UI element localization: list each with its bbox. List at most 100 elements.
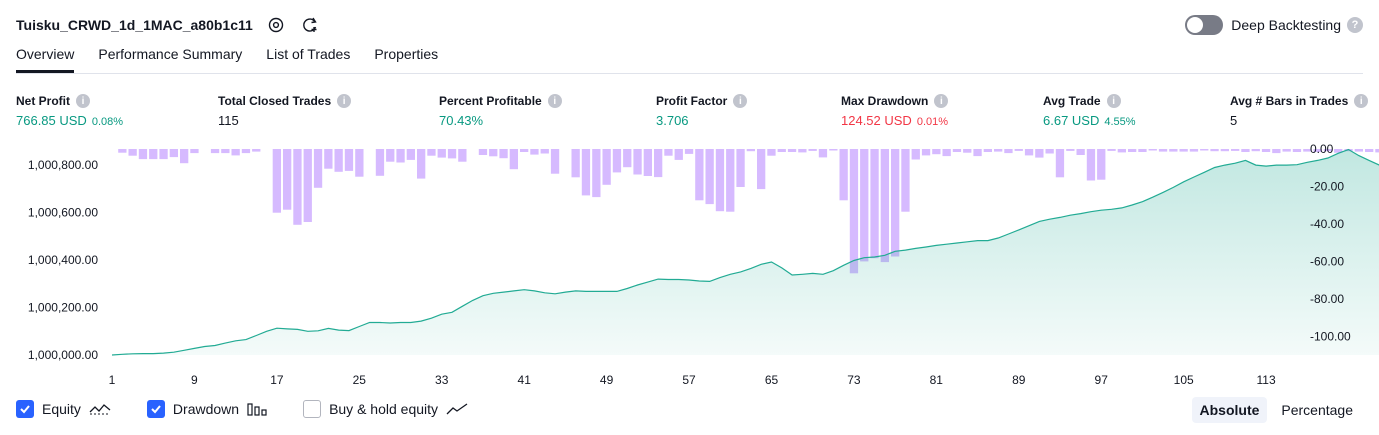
left-tick-label: 1,000,000.00 xyxy=(28,348,98,362)
drawdown-bar xyxy=(180,149,189,164)
drawdown-checkbox[interactable] xyxy=(146,400,165,418)
drawdown-bar xyxy=(994,149,1003,152)
mode-absolute[interactable]: Absolute xyxy=(1191,397,1268,423)
left-tick-label: 1,000,600.00 xyxy=(28,206,98,220)
drawdown-bar xyxy=(818,149,828,158)
drawdown-bar xyxy=(1004,149,1013,154)
x-tick-label: 65 xyxy=(765,373,779,387)
right-tick-label: 0.00 xyxy=(1310,142,1334,156)
drawdown-bar xyxy=(705,149,714,205)
drawdown-bar xyxy=(643,149,652,176)
right-tick-label: -80.00 xyxy=(1310,292,1344,306)
settings-icon[interactable] xyxy=(265,14,287,36)
drawdown-bar xyxy=(602,149,611,185)
drawdown-bar xyxy=(1303,149,1312,152)
drawdown-bar xyxy=(231,149,240,156)
drawdown-bar xyxy=(787,149,797,152)
metric-percent: 0.08% xyxy=(91,116,124,128)
x-tick-label: 1 xyxy=(109,373,116,387)
metric-max-drawdown: Max Drawdown i 124.52 USD 0.01% xyxy=(841,94,949,128)
drawdown-bar xyxy=(138,149,148,160)
drawdown-bar xyxy=(530,149,539,155)
drawdown-bar xyxy=(550,149,560,174)
drawdown-bar xyxy=(324,149,333,169)
drawdown-bar xyxy=(592,149,601,198)
right-tick-label: -40.00 xyxy=(1310,217,1344,231)
strategy-title: Tuisku_CRWD_1d_1MAC_a80b1c11 xyxy=(16,17,253,33)
info-icon[interactable]: i xyxy=(733,94,748,108)
legend-buy-hold[interactable]: Buy & hold equity xyxy=(303,400,468,418)
drawdown-bar xyxy=(272,149,281,213)
drawdown-bar xyxy=(1138,149,1147,152)
info-icon[interactable]: i xyxy=(1354,94,1369,108)
tab-properties[interactable]: Properties xyxy=(374,46,439,62)
drawdown-bar xyxy=(1189,149,1199,152)
drawdown-bar xyxy=(1024,149,1034,156)
left-tick-label: 1,000,400.00 xyxy=(28,253,98,267)
legend-drawdown[interactable]: Drawdown xyxy=(146,400,267,418)
legend-equity-label: Equity xyxy=(42,401,81,417)
x-tick-label: 57 xyxy=(682,373,696,387)
drawdown-bar xyxy=(334,149,343,172)
drawdown-bar xyxy=(808,149,817,151)
info-icon[interactable]: i xyxy=(76,94,90,108)
metric-label: Net Profit xyxy=(16,94,70,108)
legend-equity[interactable]: Equity xyxy=(16,400,111,418)
drawdown-bar xyxy=(1220,149,1229,152)
info-icon[interactable]: i xyxy=(934,94,949,108)
drawdown-bar xyxy=(767,149,776,156)
x-tick-label: 81 xyxy=(930,373,944,387)
drawdown-bar xyxy=(1086,149,1096,181)
drawdown-bar xyxy=(1076,149,1085,155)
drawdown-bar xyxy=(1107,149,1116,151)
tab-list-of-trades[interactable]: List of Trades xyxy=(266,46,351,62)
drawdown-bar xyxy=(375,149,385,176)
legend-drawdown-label: Drawdown xyxy=(172,401,240,417)
drawdown-bar xyxy=(715,149,725,212)
drawdown-bar xyxy=(540,149,549,154)
help-icon[interactable]: ? xyxy=(1347,17,1363,33)
mode-percentage[interactable]: Percentage xyxy=(1281,402,1353,418)
tab-performance-summary[interactable]: Performance Summary xyxy=(98,46,243,62)
info-icon[interactable]: i xyxy=(337,94,352,108)
equity-drawdown-chart[interactable]: 1,000,000.00 1,000,200.00 1,000,400.00 1,00… xyxy=(0,140,1379,390)
deep-backtesting-toggle[interactable] xyxy=(1185,15,1224,35)
drawdown-bar xyxy=(932,149,941,155)
metric-label: Total Closed Trades xyxy=(218,94,332,108)
drawdown-bar xyxy=(478,149,488,155)
drawdown-bar xyxy=(1097,149,1106,180)
x-tick-label: 113 xyxy=(1257,373,1276,387)
metric-value: 766.85 USD xyxy=(16,113,87,128)
drawdown-bar xyxy=(1128,149,1137,152)
drawdown-bar xyxy=(952,149,962,152)
info-icon[interactable]: i xyxy=(1106,94,1121,108)
metric-value: 70.43% xyxy=(439,113,484,128)
tab-overview[interactable]: Overview xyxy=(16,46,75,73)
drawdown-bar xyxy=(726,149,735,212)
drawdown-bar xyxy=(684,149,694,154)
x-tick-label: 9 xyxy=(191,373,198,387)
drawdown-bar xyxy=(169,149,178,158)
drawdown-bar xyxy=(1148,149,1157,151)
drawdown-bar xyxy=(860,149,869,262)
equity-area xyxy=(111,148,1379,356)
drawdown-bar xyxy=(427,149,436,156)
drawdown-bar xyxy=(1292,149,1302,152)
report-tabs: Overview Performance Summary List of Tra… xyxy=(16,46,462,73)
drawdown-bar xyxy=(664,149,673,156)
drawdown-bar xyxy=(1241,149,1250,152)
equity-checkbox[interactable] xyxy=(16,400,34,418)
drawdown-bar xyxy=(623,149,632,168)
buy-hold-checkbox[interactable] xyxy=(303,400,322,418)
drawdown-bar xyxy=(757,149,766,190)
metric-percent: 0.01% xyxy=(916,116,949,128)
refresh-add-icon[interactable] xyxy=(299,14,321,36)
report-header: Tuisku_CRWD_1d_1MAC_a80b1c11 xyxy=(16,12,321,38)
info-icon[interactable]: i xyxy=(547,94,562,108)
drawdown-bar xyxy=(499,149,508,159)
drawdown-bar xyxy=(581,149,591,196)
tabs-divider xyxy=(16,73,1363,74)
buy-hold-line-icon xyxy=(446,402,468,416)
legend-buy-hold-label: Buy & hold equity xyxy=(329,401,439,417)
right-tick-label: -20.00 xyxy=(1310,180,1344,194)
